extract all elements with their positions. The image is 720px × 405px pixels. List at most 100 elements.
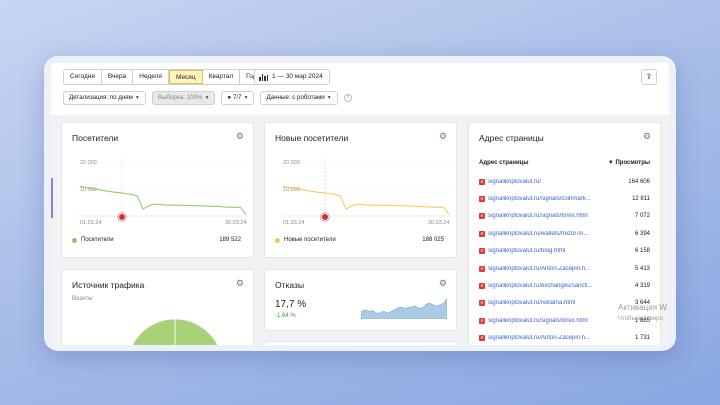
views-count: 6 394	[634, 230, 650, 237]
visitors-chart	[78, 159, 248, 217]
views-count: 5 413	[634, 265, 650, 272]
page-address-title: Адрес страницы	[479, 133, 544, 143]
page-url-link[interactable]: signalikriptovalut.ru/	[488, 178, 542, 185]
yandex-icon: Я	[479, 230, 485, 237]
x-tick-start: 01.03.24	[283, 220, 305, 226]
legend-item[interactable]: Новые посетители	[275, 237, 336, 243]
segments-dropdown[interactable]: ● 7/7 ▼	[221, 91, 255, 105]
views-count: 3 644	[634, 300, 650, 307]
column-page: Адрес страницы	[479, 160, 529, 166]
date-range-label: 1 — 30 мар 2024	[272, 73, 323, 80]
yandex-icon: Я	[479, 213, 485, 220]
gear-icon[interactable]: ⚙	[235, 278, 244, 288]
page-url-link[interactable]: signalikriptovalut.ru/blog.html	[488, 248, 566, 255]
y-tick: 10 000	[80, 187, 97, 193]
chevron-down-icon: ▼	[134, 95, 140, 101]
column-views[interactable]: ▼ Просмотры	[607, 160, 650, 166]
annotation-marker[interactable]	[321, 213, 329, 221]
bounce-delta: -1,64 %	[275, 313, 296, 319]
views-count: 12 811	[632, 196, 650, 203]
page-address-card: Адрес страницы ⚙ Адрес страницы ▼ Просмо…	[468, 122, 661, 345]
pie-group	[131, 318, 223, 345]
views-count: 1 865	[634, 317, 650, 324]
period-quarter[interactable]: Квартал	[202, 70, 241, 84]
period-month[interactable]: Месяц	[168, 70, 203, 84]
page-url-link[interactable]: signalikriptovalut.ru/wallets/trezor-m..…	[488, 230, 589, 237]
traffic-pie-chart	[131, 318, 223, 345]
chevron-down-icon: ▼	[243, 95, 249, 101]
new-visitors-series-line	[282, 185, 450, 215]
views-count: 7 072	[634, 213, 650, 220]
bounce-sparkline	[361, 297, 447, 319]
visitors-card: Посетители ⚙ 20 000 10 000 01.03.24 30.0…	[61, 122, 254, 258]
yandex-icon: Я	[479, 178, 485, 185]
bounce-series-area	[361, 297, 447, 319]
period-week[interactable]: Неделя	[133, 70, 169, 84]
yandex-icon: Я	[479, 283, 485, 290]
new-visitors-chart	[281, 159, 451, 217]
filter-bar: Детализация: по дням ▼ Выборка: 100% ▼ ● 7…	[63, 91, 352, 105]
period-selector: Сегодня Вчера Неделя Месяц Квартал Год	[63, 69, 264, 85]
pie-slice[interactable]	[131, 318, 176, 345]
views-count: 6 158	[634, 248, 650, 255]
views-count: 4 319	[634, 283, 650, 290]
yandex-icon: Я	[479, 300, 485, 307]
device-frame: Сегодня Вчера Неделя Месяц Квартал Год 1…	[44, 56, 676, 351]
y-tick: 20 000	[80, 160, 97, 166]
detail-dropdown[interactable]: Детализация: по дням ▼	[63, 91, 146, 105]
sample-dropdown[interactable]: Выборка: 100% ▼	[151, 91, 216, 105]
y-tick: 20 000	[283, 160, 300, 166]
x-tick-end: 30.03.24	[225, 220, 247, 226]
robots-dropdown[interactable]: Данные: с роботами ▼	[260, 91, 338, 105]
export-icon[interactable]: ⇪	[641, 69, 657, 85]
page-url-link[interactable]: signalikriptovalut.ru/signals/forex.html	[488, 317, 588, 324]
page-url-link[interactable]: signalikriptovalut.ru/Anton-Zacepin.h...	[488, 335, 591, 342]
bounce-value: 17,7 %	[275, 299, 307, 310]
gear-icon[interactable]: ⚙	[438, 131, 447, 141]
watermark-line2: Чтобы активиро	[618, 316, 663, 322]
page-url-link[interactable]: signalikriptovalut.ru/signals/forex.html	[488, 213, 588, 220]
gear-icon[interactable]: ⚙	[438, 278, 447, 288]
date-range-button[interactable]: 1 — 30 мар 2024	[254, 69, 330, 85]
gear-icon[interactable]: ⚙	[235, 131, 244, 141]
pie-slice[interactable]	[174, 318, 223, 345]
x-tick-end: 30.03.24	[428, 220, 450, 226]
legend-item[interactable]: Посетители	[72, 237, 114, 243]
page-url-link[interactable]: signalikriptovalut.ru/signals/coinmark..…	[488, 196, 591, 203]
page-url-link[interactable]: signalikriptovalut.ru/exchanges/sancti..…	[488, 283, 593, 290]
period-today[interactable]: Сегодня	[64, 70, 102, 84]
yandex-icon: Я	[479, 317, 485, 324]
page-url-link[interactable]: signalikriptovalut.ru/Anton-Zacepin.h...	[488, 265, 591, 272]
page-url-link[interactable]: signalikriptovalut.ru/reklama.html	[488, 300, 576, 307]
legend-label: Посетители	[81, 237, 114, 243]
new-visitors-total: 188 025	[422, 237, 444, 243]
segment-icon: ●	[227, 94, 232, 101]
visitors-total: 189 522	[219, 237, 241, 243]
calendar-bars-icon	[259, 73, 268, 81]
visitors-series-line	[79, 185, 247, 215]
segments-label: 7/7	[232, 94, 242, 101]
yandex-icon: Я	[479, 335, 485, 342]
info-icon[interactable]: ?	[343, 94, 352, 102]
annotation-marker[interactable]	[118, 213, 126, 221]
period-yesterday[interactable]: Вчера	[101, 70, 134, 84]
gear-icon[interactable]: ⚙	[642, 131, 651, 141]
top-toolbar: Сегодня Вчера Неделя Месяц Квартал Год 1…	[51, 63, 669, 115]
